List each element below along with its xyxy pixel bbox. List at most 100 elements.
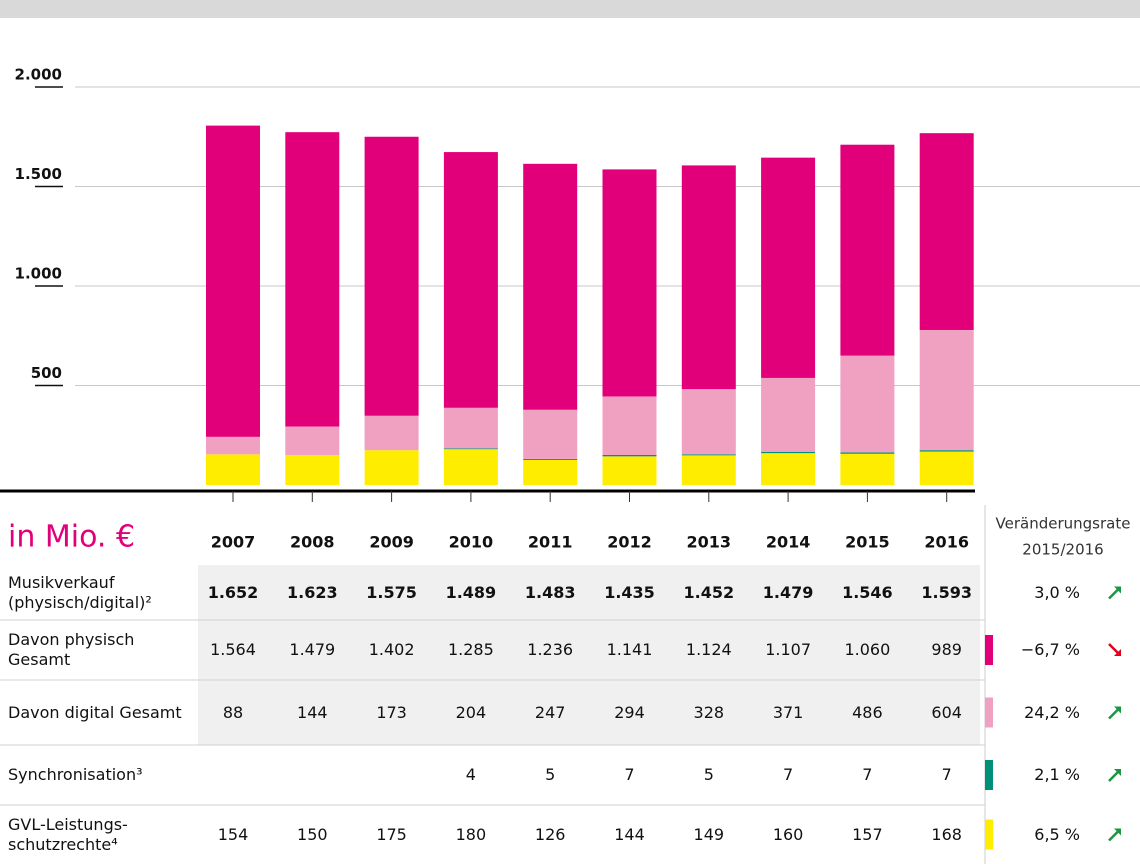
y-tick-label: 1.500	[15, 165, 62, 183]
trend-arrow-head	[1114, 706, 1121, 714]
change-value: 6,5 %	[1034, 824, 1080, 844]
table-cell: 1.564	[210, 640, 256, 659]
x-tick-label: 2009	[369, 533, 414, 552]
bar-segment	[206, 454, 260, 485]
table-cell: 1.546	[842, 582, 893, 602]
bar-segment	[681, 454, 736, 456]
bar-segment	[602, 169, 657, 397]
x-tick-label: 2008	[290, 533, 335, 552]
table-cell: 1.483	[524, 582, 576, 602]
table-cell: 1.479	[289, 640, 336, 659]
legend-swatch	[985, 697, 993, 728]
x-tick-label: 2014	[766, 533, 811, 552]
bar-segment	[681, 455, 736, 485]
trend-arrow-head	[1114, 586, 1121, 594]
bar-segment	[761, 453, 816, 485]
table-cell: 5	[545, 765, 556, 784]
bar-segment	[443, 152, 498, 408]
table-cell: 1.593	[921, 582, 972, 602]
bar-segment	[919, 133, 974, 330]
bar-segment	[523, 459, 578, 485]
y-tick-label: 500	[31, 364, 62, 382]
legend-swatch	[985, 635, 993, 665]
table-cell: 486	[852, 702, 883, 722]
bar-segment	[285, 426, 340, 456]
row-background	[198, 620, 980, 680]
table-cell: 1.652	[207, 582, 259, 602]
legend-swatch	[985, 760, 993, 790]
bar-segment	[285, 132, 340, 427]
bar-segment	[840, 355, 895, 453]
table-cell: 1.452	[683, 582, 735, 602]
top-bar	[0, 0, 1140, 18]
change-header: Veränderungsrate	[996, 515, 1131, 533]
bar-segment	[523, 409, 578, 459]
change-value: 24,2 %	[1024, 702, 1080, 722]
bar-segment	[681, 389, 736, 455]
bar-segment	[840, 452, 895, 454]
bar-segment	[206, 125, 260, 437]
x-tick-label: 2011	[528, 533, 573, 552]
trend-arrow-head	[1114, 649, 1121, 656]
table-cell: 1.236	[527, 640, 574, 659]
bar-segment	[364, 136, 419, 416]
change-value: 2,1 %	[1034, 765, 1080, 784]
table-cell: 1.124	[685, 640, 732, 659]
table-cell: 175	[376, 824, 407, 844]
bar-segment	[364, 415, 419, 451]
table-cell: 149	[693, 824, 725, 844]
table-cell: 294	[614, 702, 645, 722]
table-cell: 173	[376, 702, 407, 722]
table-cell: 88	[222, 702, 244, 722]
x-tick-label: 2010	[449, 533, 494, 552]
table-cell: 1.060	[844, 640, 891, 659]
change-header: 2015/2016	[1022, 541, 1103, 559]
legend-swatch	[985, 819, 993, 850]
x-tick-label: 2016	[924, 533, 969, 552]
bar-segment	[761, 157, 816, 378]
bar-segment	[761, 377, 816, 452]
x-tick-label: 2015	[845, 533, 890, 552]
table-cell: 1.402	[368, 640, 415, 659]
table-cell: 168	[931, 824, 962, 844]
bar-segment	[206, 436, 260, 455]
trend-arrow-head	[1114, 828, 1121, 836]
table-cell: 604	[931, 702, 962, 722]
table-cell: 7	[941, 765, 952, 784]
y-tick-label: 1.000	[15, 265, 62, 283]
x-tick-label: 2013	[687, 533, 732, 552]
row-label: Synchronisation³	[8, 765, 143, 784]
table-cell: 157	[852, 824, 883, 844]
table-cell: 7	[783, 765, 794, 784]
bar-segment	[919, 450, 974, 452]
table-cell: 144	[297, 702, 328, 722]
bar-segment	[523, 458, 578, 460]
x-tick-label: 2012	[607, 533, 652, 552]
table-cell: 160	[772, 824, 804, 844]
bar-segment	[919, 451, 974, 485]
bar-segment	[919, 329, 974, 451]
table-cell: 1.435	[604, 582, 655, 602]
change-value: 3,0 %	[1034, 582, 1080, 602]
table-cell: 5	[703, 765, 714, 784]
row-label: Davon digital Gesamt	[8, 702, 182, 722]
row-background	[198, 565, 980, 620]
table-cell: 204	[455, 702, 487, 722]
x-tick-label: 2007	[211, 533, 256, 552]
table-cell: 144	[614, 824, 645, 844]
change-value: −6,7 %	[1020, 640, 1080, 659]
bar-segment	[443, 407, 498, 449]
table-cell: 371	[772, 702, 804, 722]
row-label: Davon physisch Gesamt	[8, 630, 135, 669]
bar-segment	[364, 450, 419, 485]
table-cell: 989	[931, 640, 962, 659]
bar-segment	[602, 456, 657, 485]
bar-segment	[443, 449, 498, 485]
table-cell: 7	[624, 765, 635, 784]
unit-label: in Mio. €	[8, 520, 135, 555]
bar-segment	[761, 451, 816, 454]
bar-segment	[681, 165, 736, 390]
table-cell: 126	[534, 824, 566, 844]
